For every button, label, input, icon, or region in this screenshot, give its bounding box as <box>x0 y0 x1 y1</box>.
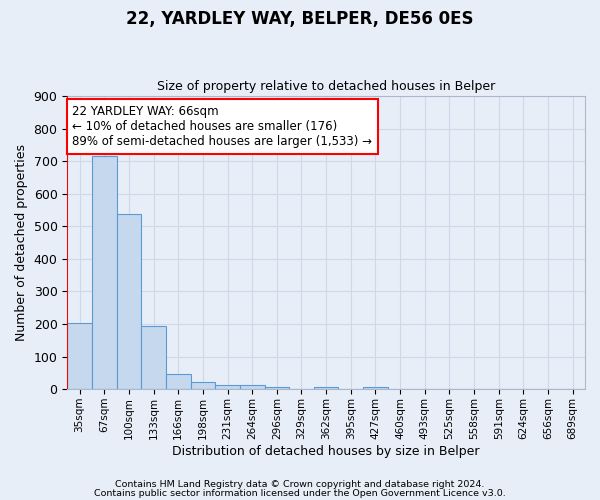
Bar <box>92 156 116 389</box>
Bar <box>166 374 191 389</box>
Text: 22, YARDLEY WAY, BELPER, DE56 0ES: 22, YARDLEY WAY, BELPER, DE56 0ES <box>126 10 474 28</box>
Text: Contains public sector information licensed under the Open Government Licence v3: Contains public sector information licen… <box>94 488 506 498</box>
Bar <box>240 384 265 389</box>
Bar <box>67 323 92 389</box>
Bar <box>141 326 166 389</box>
Y-axis label: Number of detached properties: Number of detached properties <box>15 144 28 341</box>
Text: Contains HM Land Registry data © Crown copyright and database right 2024.: Contains HM Land Registry data © Crown c… <box>115 480 485 489</box>
Bar <box>215 384 240 389</box>
Bar <box>116 214 141 389</box>
Bar <box>363 386 388 389</box>
Title: Size of property relative to detached houses in Belper: Size of property relative to detached ho… <box>157 80 495 94</box>
Bar <box>191 382 215 389</box>
X-axis label: Distribution of detached houses by size in Belper: Distribution of detached houses by size … <box>172 444 480 458</box>
Text: 22 YARDLEY WAY: 66sqm
← 10% of detached houses are smaller (176)
89% of semi-det: 22 YARDLEY WAY: 66sqm ← 10% of detached … <box>73 105 373 148</box>
Bar <box>314 386 338 389</box>
Bar <box>265 386 289 389</box>
